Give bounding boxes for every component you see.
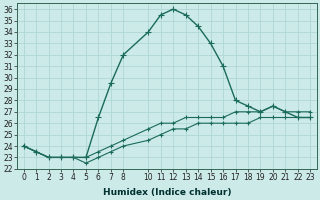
X-axis label: Humidex (Indice chaleur): Humidex (Indice chaleur)	[103, 188, 231, 197]
